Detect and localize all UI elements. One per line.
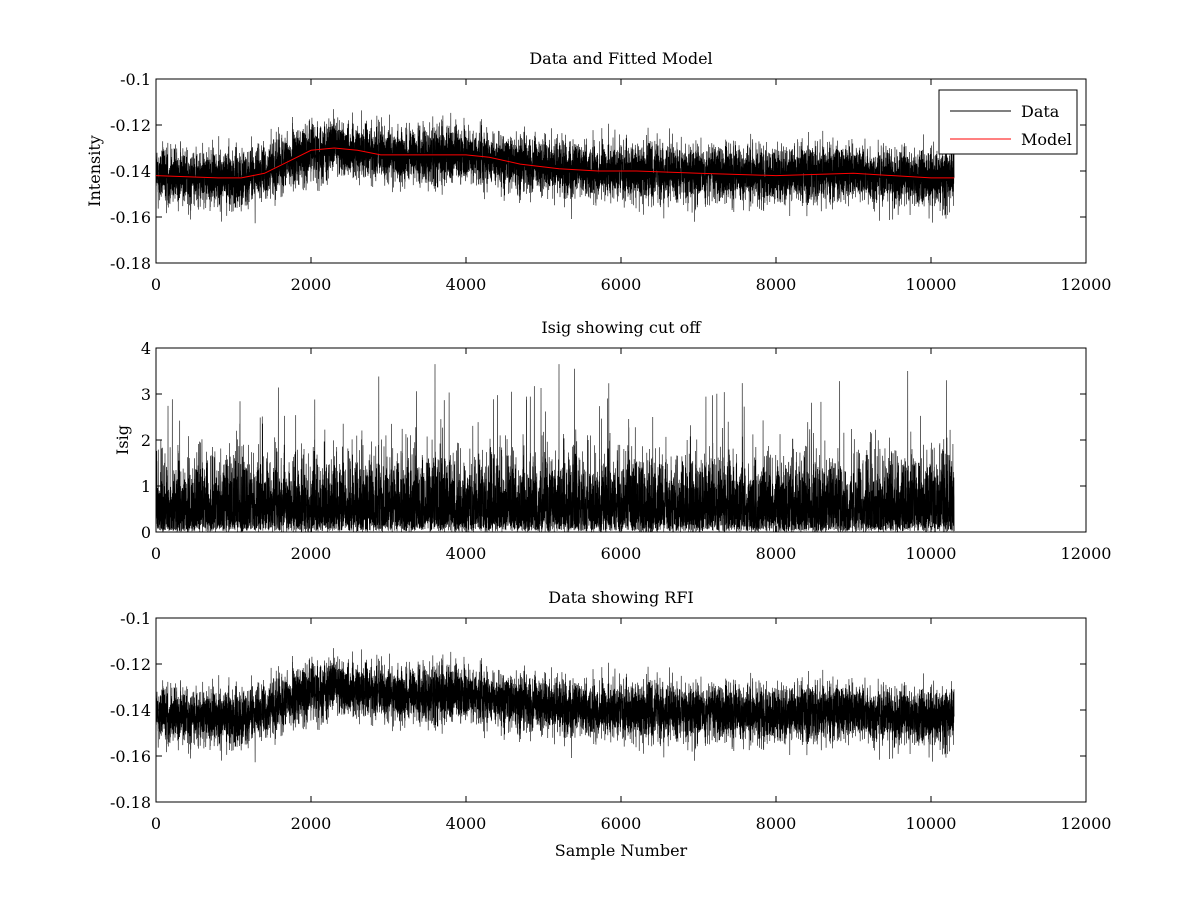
series-line-data — [155, 648, 955, 763]
panel-data-and-fitted-model: Data and Fitted Model Intensity 0 2000 400… — [85, 49, 1111, 294]
panel-3-plot-area — [155, 648, 955, 763]
y-tick-label: 1 — [141, 477, 151, 496]
x-tick-label: 6000 — [601, 275, 642, 294]
x-tick-label: 8000 — [756, 544, 797, 563]
y-tick-label: 3 — [141, 385, 151, 404]
legend-entry-model: Model — [1021, 130, 1072, 149]
legend-box — [938, 89, 1078, 155]
y-tick-label: -0.12 — [110, 655, 151, 674]
y-tick-label: 4 — [141, 339, 151, 358]
x-tick-label: 2000 — [291, 544, 332, 563]
panel-2-title: Isig showing cut off — [541, 318, 702, 337]
y-tick-label: -0.18 — [110, 793, 151, 812]
x-tick-label: 8000 — [756, 814, 797, 833]
panel-isig-cutoff: Isig showing cut off Isig 0 2000 4000 6000 8… — [113, 318, 1111, 563]
series-line-model — [155, 147, 955, 179]
x-tick-label: 8000 — [756, 275, 797, 294]
y-tick-label: -0.16 — [110, 747, 151, 766]
x-tick-label: 4000 — [446, 544, 487, 563]
panel-3-xlabel: Sample Number — [555, 841, 688, 860]
y-tick-label: -0.14 — [110, 162, 151, 181]
x-tick-label: 0 — [151, 544, 161, 563]
panel-3-axes: 0 2000 4000 6000 8000 10000 12000 -0.18 -0.16 -0.… — [110, 609, 1111, 833]
y-tick-label: -0.12 — [110, 116, 151, 135]
panel-1-ylabel: Intensity — [85, 135, 104, 207]
x-tick-label: 4000 — [446, 275, 487, 294]
y-tick-label: -0.1 — [120, 609, 151, 628]
y-tick-label: 2 — [141, 431, 151, 450]
y-tick-label: -0.14 — [110, 701, 151, 720]
x-tick-label: 12000 — [1061, 275, 1112, 294]
series-line-isig — [155, 364, 955, 532]
panel-3-title: Data showing RFI — [548, 588, 693, 607]
x-tick-label: 10000 — [906, 275, 957, 294]
y-tick-label: -0.1 — [120, 70, 151, 89]
panel-2-ylabel: Isig — [113, 425, 132, 455]
y-tick-label: 0 — [141, 523, 151, 542]
x-tick-label: 2000 — [291, 275, 332, 294]
x-tick-label: 10000 — [906, 544, 957, 563]
legend-entry-data: Data — [1021, 102, 1060, 121]
panel-data-showing-rfi: Data showing RFI Sample Number 0 2000 4000… — [110, 588, 1111, 860]
panel-1-axes: 0 2000 4000 6000 8000 10000 12000 -0.18 -0.16 -0.… — [110, 70, 1111, 294]
x-tick-label: 0 — [151, 814, 161, 833]
x-tick-label: 6000 — [601, 544, 642, 563]
x-tick-label: 6000 — [601, 814, 642, 833]
legend: Data Model — [938, 89, 1078, 155]
panel-2-plot-area — [155, 364, 955, 532]
x-tick-label: 12000 — [1061, 814, 1112, 833]
panel-1-plot-area — [155, 109, 955, 224]
x-tick-label: 12000 — [1061, 544, 1112, 563]
y-tick-label: -0.16 — [110, 208, 151, 227]
x-tick-label: 2000 — [291, 814, 332, 833]
x-tick-label: 0 — [151, 275, 161, 294]
panel-2-axes: 0 2000 4000 6000 8000 10000 12000 0 1 2 3 4 — [141, 339, 1112, 563]
x-tick-label: 4000 — [446, 814, 487, 833]
panel-1-title: Data and Fitted Model — [529, 49, 712, 68]
y-tick-label: -0.18 — [110, 254, 151, 273]
x-tick-label: 10000 — [906, 814, 957, 833]
